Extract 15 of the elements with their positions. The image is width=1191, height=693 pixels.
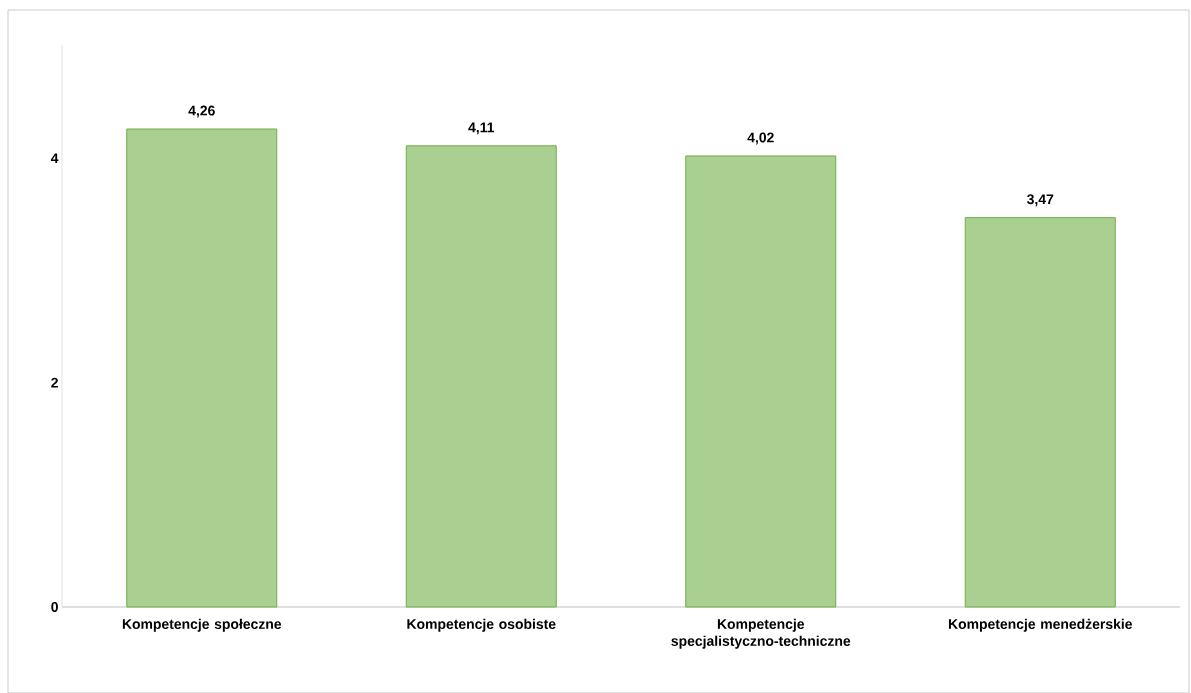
data-label: 3,47 — [1027, 194, 1054, 207]
x-tick-label: Kompetencje specjalistyczno-techniczne — [671, 618, 851, 649]
y-tick-label: 2 — [51, 377, 58, 388]
bar — [964, 217, 1116, 608]
data-label: 4,11 — [468, 122, 495, 135]
y-tick-label: 0 — [51, 602, 58, 612]
data-label: 4,26 — [188, 105, 215, 118]
x-tick-label: Kompetencje społeczne — [122, 618, 282, 632]
y-tick-label: 4 — [50, 153, 59, 163]
x-tick-label: Kompetencje osobiste — [407, 618, 556, 632]
bar — [685, 155, 837, 608]
bar — [405, 145, 557, 608]
data-label: 4,02 — [747, 132, 774, 145]
bar — [126, 128, 278, 608]
x-tick-label: Kompetencje menedżerskie — [948, 618, 1133, 632]
